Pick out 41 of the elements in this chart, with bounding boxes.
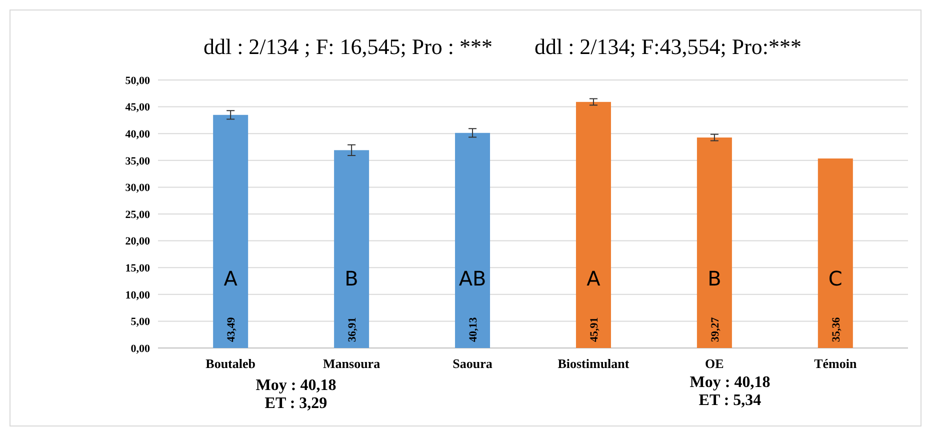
- bar: [455, 132, 490, 348]
- y-tick-label: 5,00: [130, 316, 150, 328]
- annotation: AB: [458, 266, 486, 290]
- x-tick-label: OE: [705, 356, 724, 371]
- bar: [576, 102, 611, 348]
- data-label: 39,27: [709, 316, 722, 342]
- data-label: 45,91: [588, 317, 600, 342]
- x-tick-label: Mansoura: [323, 356, 381, 371]
- bar: [696, 138, 732, 348]
- annotation: B: [708, 266, 722, 290]
- y-tick-label: 0,00: [130, 342, 150, 355]
- y-tick-label: 35,00: [125, 155, 150, 168]
- bar: [334, 150, 370, 348]
- x-tick-label: Biostimulant: [558, 356, 630, 371]
- x-tick-label: Témoin: [814, 356, 858, 371]
- data-label: 43,49: [225, 316, 238, 342]
- y-tick-label: 45,00: [125, 102, 150, 114]
- text: Moy : 40,18: [256, 377, 336, 394]
- y-tick-label: 20,00: [125, 236, 150, 248]
- y-tick-label: 50,00: [125, 74, 150, 87]
- y-tick-label: 30,00: [125, 182, 150, 194]
- text: ET : 3,29: [264, 395, 328, 412]
- y-tick-label: 10,00: [125, 289, 150, 302]
- y-tick-label: 40,00: [125, 128, 150, 140]
- annotation: A: [586, 266, 601, 290]
- text: ET : 5,34: [698, 392, 762, 409]
- annotation: B: [344, 266, 358, 290]
- data-label: 40,13: [467, 316, 480, 342]
- data-label: 35,36: [830, 316, 842, 342]
- annotation: A: [224, 266, 238, 290]
- y-tick-label: 25,00: [125, 208, 150, 221]
- data-label: 36,91: [346, 317, 358, 342]
- annotation: C: [828, 266, 842, 290]
- x-tick-label: Saoura: [452, 356, 493, 371]
- x-tick-label: Boutaleb: [206, 356, 256, 371]
- y-tick-label: 15,00: [125, 262, 150, 274]
- bar: [818, 158, 853, 348]
- bar: [213, 114, 248, 348]
- text: ddl : 2/134 ; F: 16,545; Pro : ***: [203, 34, 493, 59]
- text: ddl : 2/134; F:43,554; Pro:***: [534, 34, 802, 59]
- text: Moy : 40,18: [690, 374, 770, 391]
